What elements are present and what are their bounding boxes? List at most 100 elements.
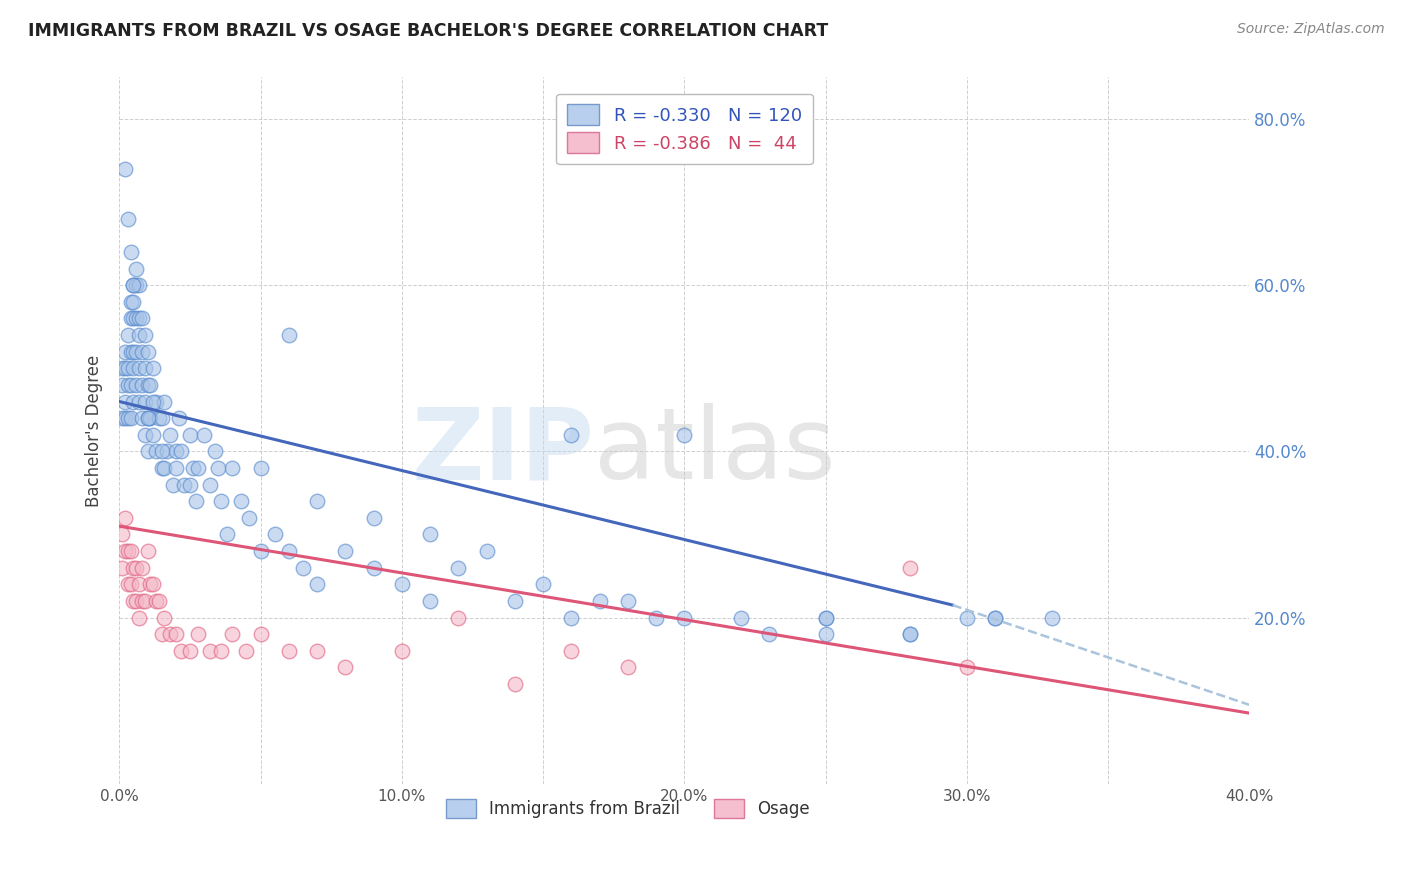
Point xyxy=(221,627,243,641)
Point xyxy=(616,594,638,608)
Point xyxy=(128,394,150,409)
Point xyxy=(391,577,413,591)
Point xyxy=(165,461,187,475)
Point xyxy=(156,444,179,458)
Point xyxy=(1040,610,1063,624)
Point xyxy=(531,577,554,591)
Point xyxy=(142,361,165,376)
Point xyxy=(305,577,328,591)
Point xyxy=(122,311,145,326)
Point xyxy=(145,444,167,458)
Point xyxy=(134,427,156,442)
Point xyxy=(291,560,314,574)
Point xyxy=(475,544,498,558)
Point xyxy=(249,544,271,558)
Point xyxy=(616,660,638,674)
Point xyxy=(159,427,181,442)
Point xyxy=(120,244,142,259)
Point xyxy=(209,644,232,658)
Point xyxy=(221,461,243,475)
Point xyxy=(730,610,752,624)
Point xyxy=(122,294,145,309)
Point xyxy=(560,644,582,658)
Point xyxy=(170,644,193,658)
Point xyxy=(136,411,159,425)
Point xyxy=(184,494,207,508)
Point xyxy=(335,660,357,674)
Point xyxy=(142,427,165,442)
Point xyxy=(153,610,176,624)
Point xyxy=(125,344,148,359)
Point xyxy=(503,677,526,691)
Point xyxy=(187,461,209,475)
Point xyxy=(139,577,162,591)
Point xyxy=(128,328,150,343)
Point xyxy=(136,444,159,458)
Text: atlas: atlas xyxy=(593,403,835,500)
Point xyxy=(204,444,226,458)
Point xyxy=(111,411,134,425)
Point xyxy=(419,527,441,541)
Y-axis label: Bachelor's Degree: Bachelor's Degree xyxy=(86,354,103,507)
Point xyxy=(150,461,173,475)
Point xyxy=(150,627,173,641)
Point xyxy=(167,411,190,425)
Point xyxy=(956,610,979,624)
Point xyxy=(122,560,145,574)
Point xyxy=(134,361,156,376)
Point xyxy=(363,511,385,525)
Point xyxy=(134,328,156,343)
Point xyxy=(181,461,204,475)
Point xyxy=(131,411,153,425)
Point xyxy=(120,294,142,309)
Point xyxy=(117,211,139,226)
Legend: Immigrants from Brazil, Osage: Immigrants from Brazil, Osage xyxy=(439,792,817,825)
Point xyxy=(984,610,1007,624)
Point xyxy=(128,361,150,376)
Point xyxy=(198,644,221,658)
Point xyxy=(758,627,780,641)
Point xyxy=(128,577,150,591)
Point xyxy=(117,411,139,425)
Point xyxy=(235,644,257,658)
Point xyxy=(125,278,148,293)
Point xyxy=(249,461,271,475)
Point xyxy=(305,644,328,658)
Point xyxy=(122,344,145,359)
Point xyxy=(117,328,139,343)
Point xyxy=(114,544,136,558)
Point xyxy=(114,511,136,525)
Point xyxy=(560,427,582,442)
Point xyxy=(193,427,215,442)
Point xyxy=(125,311,148,326)
Point xyxy=(111,527,134,541)
Point xyxy=(122,278,145,293)
Point xyxy=(814,610,837,624)
Point xyxy=(238,511,260,525)
Point xyxy=(117,544,139,558)
Text: Source: ZipAtlas.com: Source: ZipAtlas.com xyxy=(1237,22,1385,37)
Point xyxy=(419,594,441,608)
Point xyxy=(150,411,173,425)
Point xyxy=(125,261,148,276)
Point xyxy=(956,660,979,674)
Point xyxy=(120,411,142,425)
Point xyxy=(131,311,153,326)
Point xyxy=(305,494,328,508)
Point xyxy=(447,610,470,624)
Point xyxy=(131,377,153,392)
Point xyxy=(277,328,299,343)
Point xyxy=(814,610,837,624)
Point xyxy=(898,627,921,641)
Point xyxy=(503,594,526,608)
Point xyxy=(153,461,176,475)
Point xyxy=(588,594,610,608)
Point xyxy=(114,411,136,425)
Point xyxy=(673,427,696,442)
Point xyxy=(136,344,159,359)
Point xyxy=(209,494,232,508)
Point xyxy=(249,627,271,641)
Point xyxy=(122,361,145,376)
Point xyxy=(673,610,696,624)
Point xyxy=(898,560,921,574)
